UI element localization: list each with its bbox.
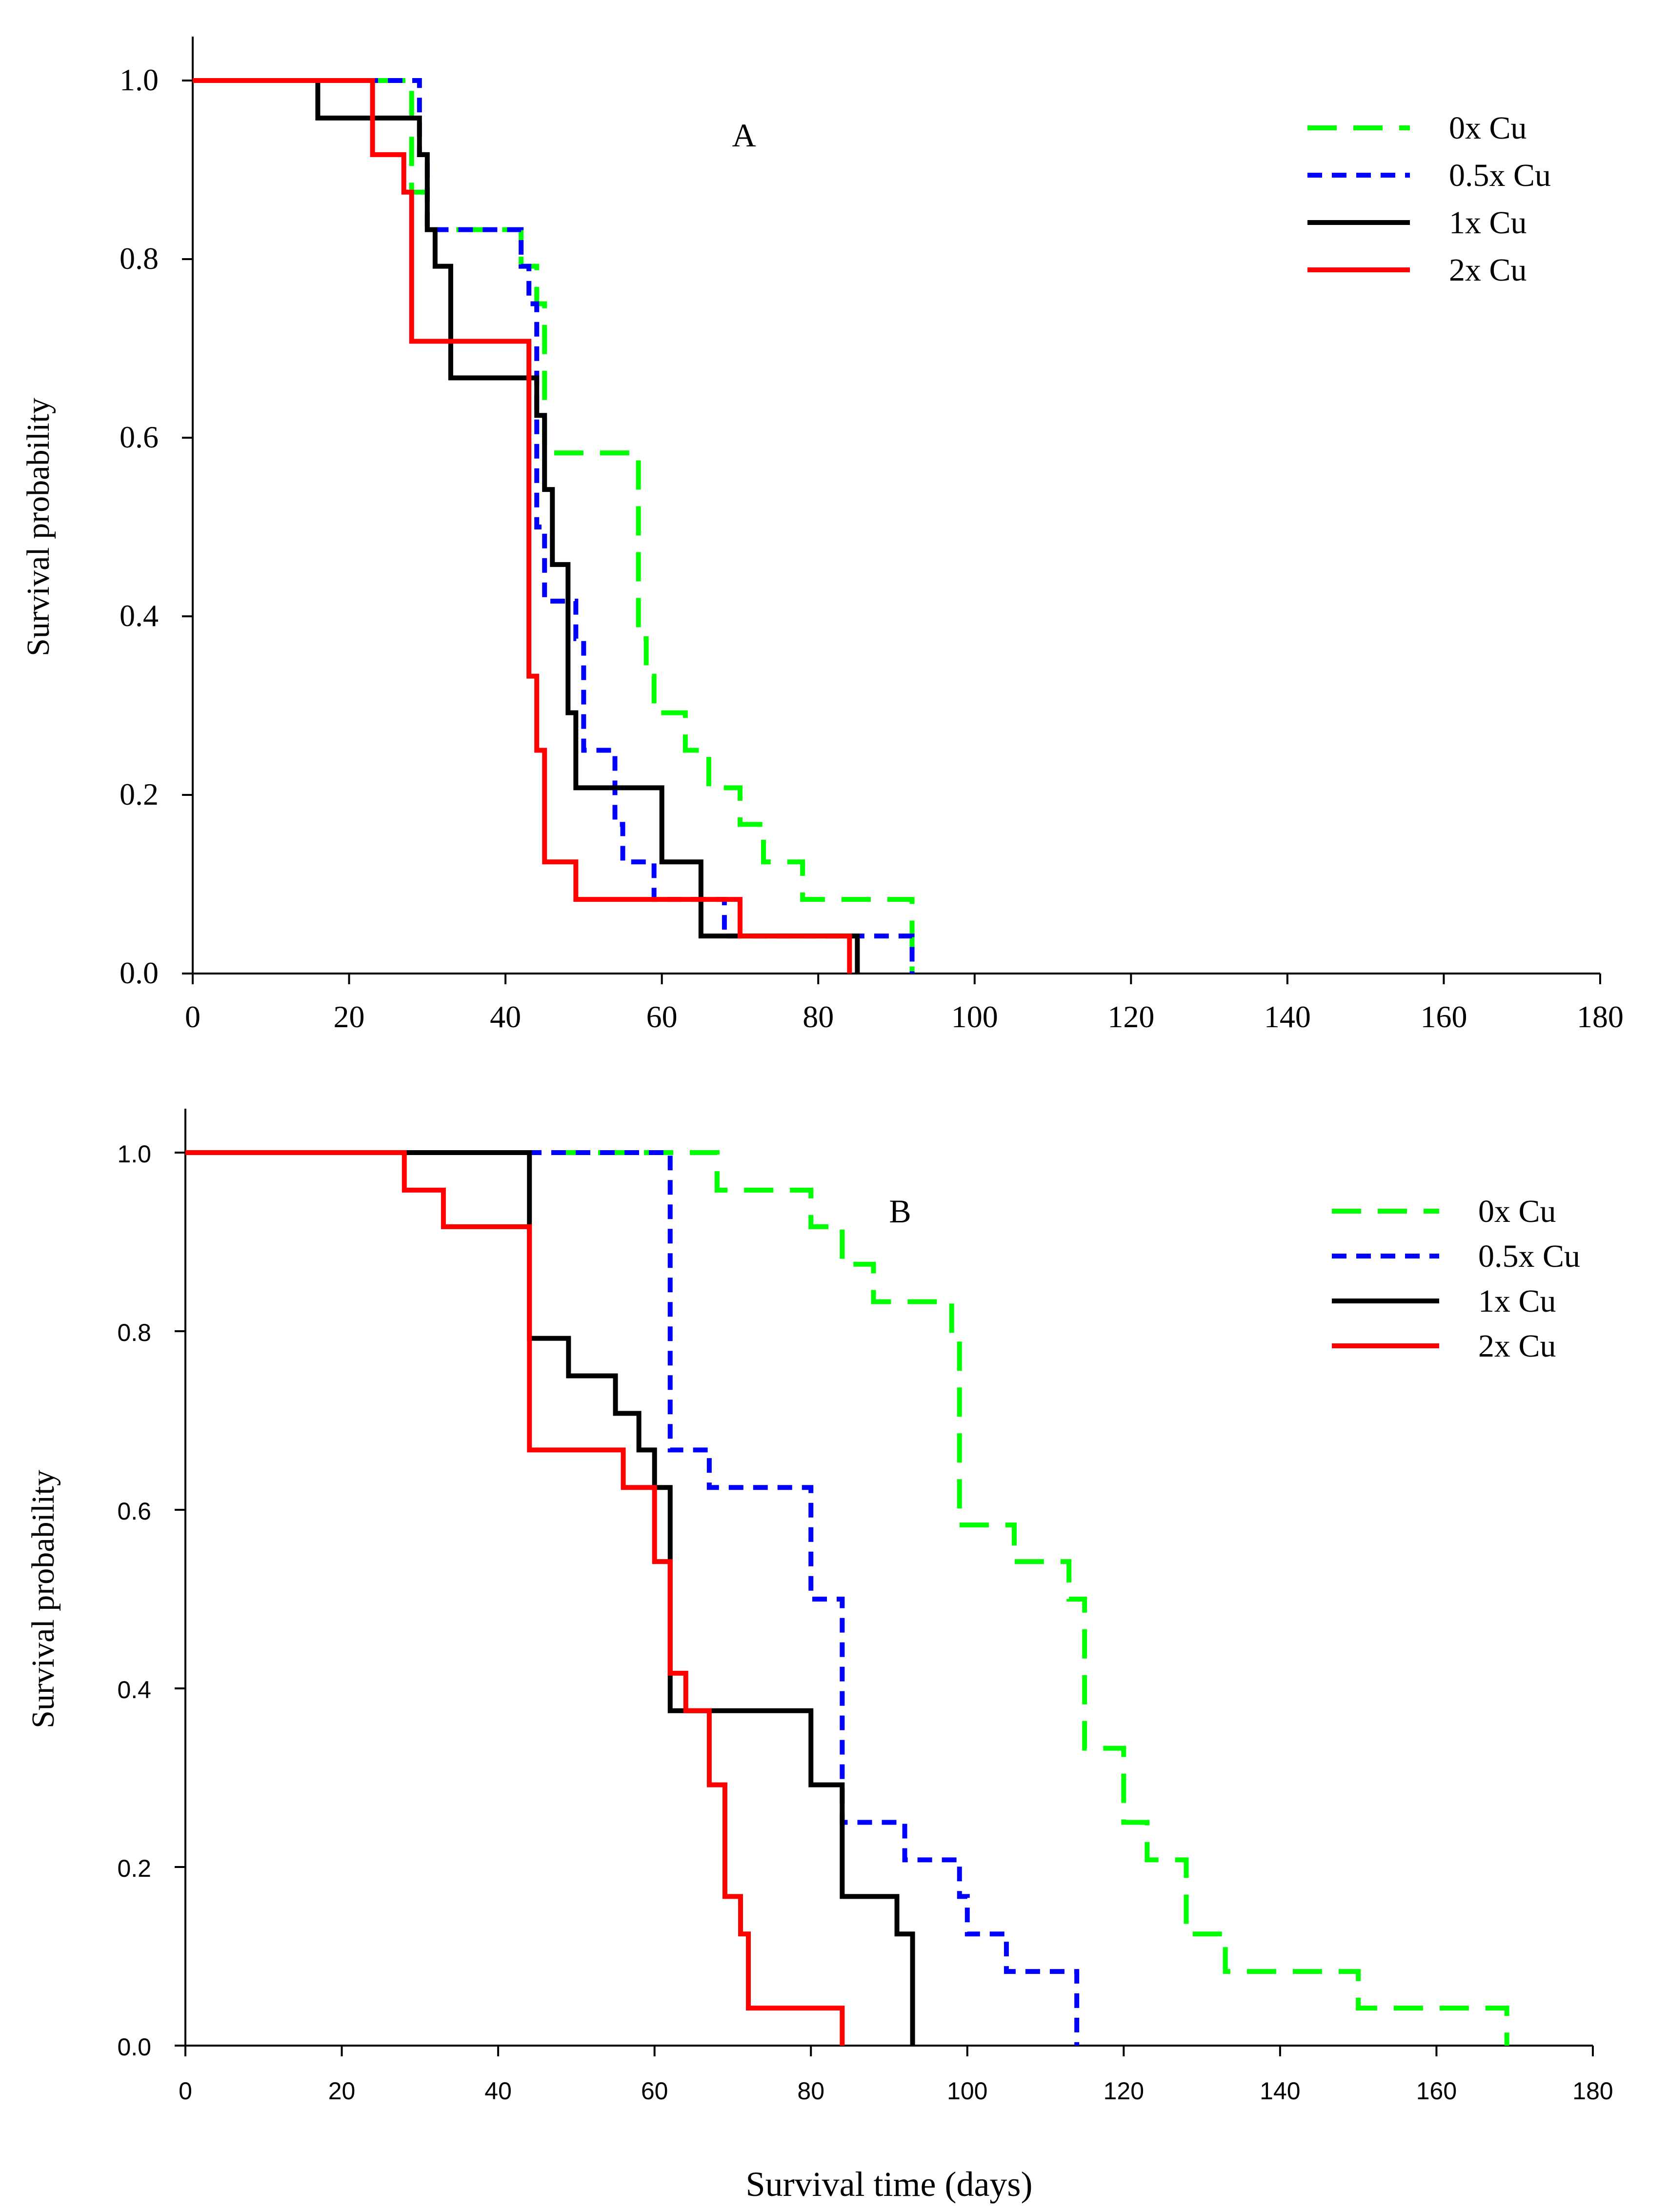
y-axis-label: Survival probability [25,1470,61,1728]
series-line-2x-cu [193,78,852,974]
legend-label: 2x Cu [1478,1328,1556,1364]
x-tick-label: 60 [646,999,678,1034]
y-tick-label: 0.4 [117,1676,151,1704]
y-tick-label: 0.0 [117,2033,151,2061]
legend-label: 0x Cu [1449,110,1527,146]
panel-b-chart: 0 20 40 60 80 100 120 140 160 180 0.0 0.2 0.4 0.6 0.8 1… [25,1109,1613,2204]
legend-label: 0.5x Cu [1449,158,1551,193]
x-tick-label: 80 [797,2077,824,2105]
y-tick-label: 0.2 [120,777,159,812]
x-tick-label: 140 [1264,999,1311,1034]
y-tick-label: 0.4 [120,598,159,633]
x-tick-label: 80 [803,999,834,1034]
y-axis-label: Survival probability [20,398,56,656]
x-tick-label: 180 [1572,2077,1613,2105]
x-tick-label: 20 [328,2077,356,2105]
series-line-2x-cu [185,1150,845,2046]
y-tick-label: 0.0 [120,955,159,990]
x-tick-label: 180 [1577,999,1624,1034]
x-tick-label: 140 [1260,2077,1300,2105]
legend-label: 0x Cu [1478,1194,1556,1229]
legend-label: 0.5x Cu [1478,1238,1580,1274]
panel-label: A [732,117,756,154]
y-tick-label: 1.0 [117,1140,151,1168]
series-line-0-5x-cu [185,1150,1080,2046]
series-line-1x-cu [185,1150,915,2046]
legend-label: 1x Cu [1478,1283,1556,1319]
y-tick-label: 0.6 [117,1498,151,1525]
legend-label: 2x Cu [1449,252,1527,288]
series-line-0x-cu [193,78,915,974]
x-tick-label: 120 [1104,2077,1144,2105]
x-tick-label: 100 [947,2077,987,2105]
x-tick-label: 40 [484,2077,512,2105]
y-tick-label: 0.2 [117,1855,151,1882]
x-tick-label: 100 [951,999,998,1034]
series-line-0x-cu [185,1150,1509,2046]
x-tick-label: 60 [641,2077,668,2105]
x-tick-label: 120 [1107,999,1154,1034]
x-tick-label: 0 [185,999,201,1034]
x-axis-label: Survival time (days) [746,2165,1033,2204]
panel-label: B [889,1193,911,1230]
x-tick-label: 20 [334,999,365,1034]
y-tick-label: 0.8 [117,1319,151,1346]
x-tick-label: 160 [1416,2077,1457,2105]
x-tick-label: 0 [179,2077,192,2105]
y-tick-label: 0.8 [120,241,159,276]
y-tick-label: 1.0 [120,62,159,97]
series-line-1x-cu [193,78,860,974]
x-tick-label: 160 [1420,999,1467,1034]
x-tick-label: 40 [490,999,521,1034]
panel-a-chart: 0 20 40 60 80 100 120 140 160 180 0.0 0.2 0.4 0.6 0.8 1… [20,37,1624,1034]
legend-label: 1x Cu [1449,205,1527,241]
y-tick-label: 0.6 [120,420,159,454]
